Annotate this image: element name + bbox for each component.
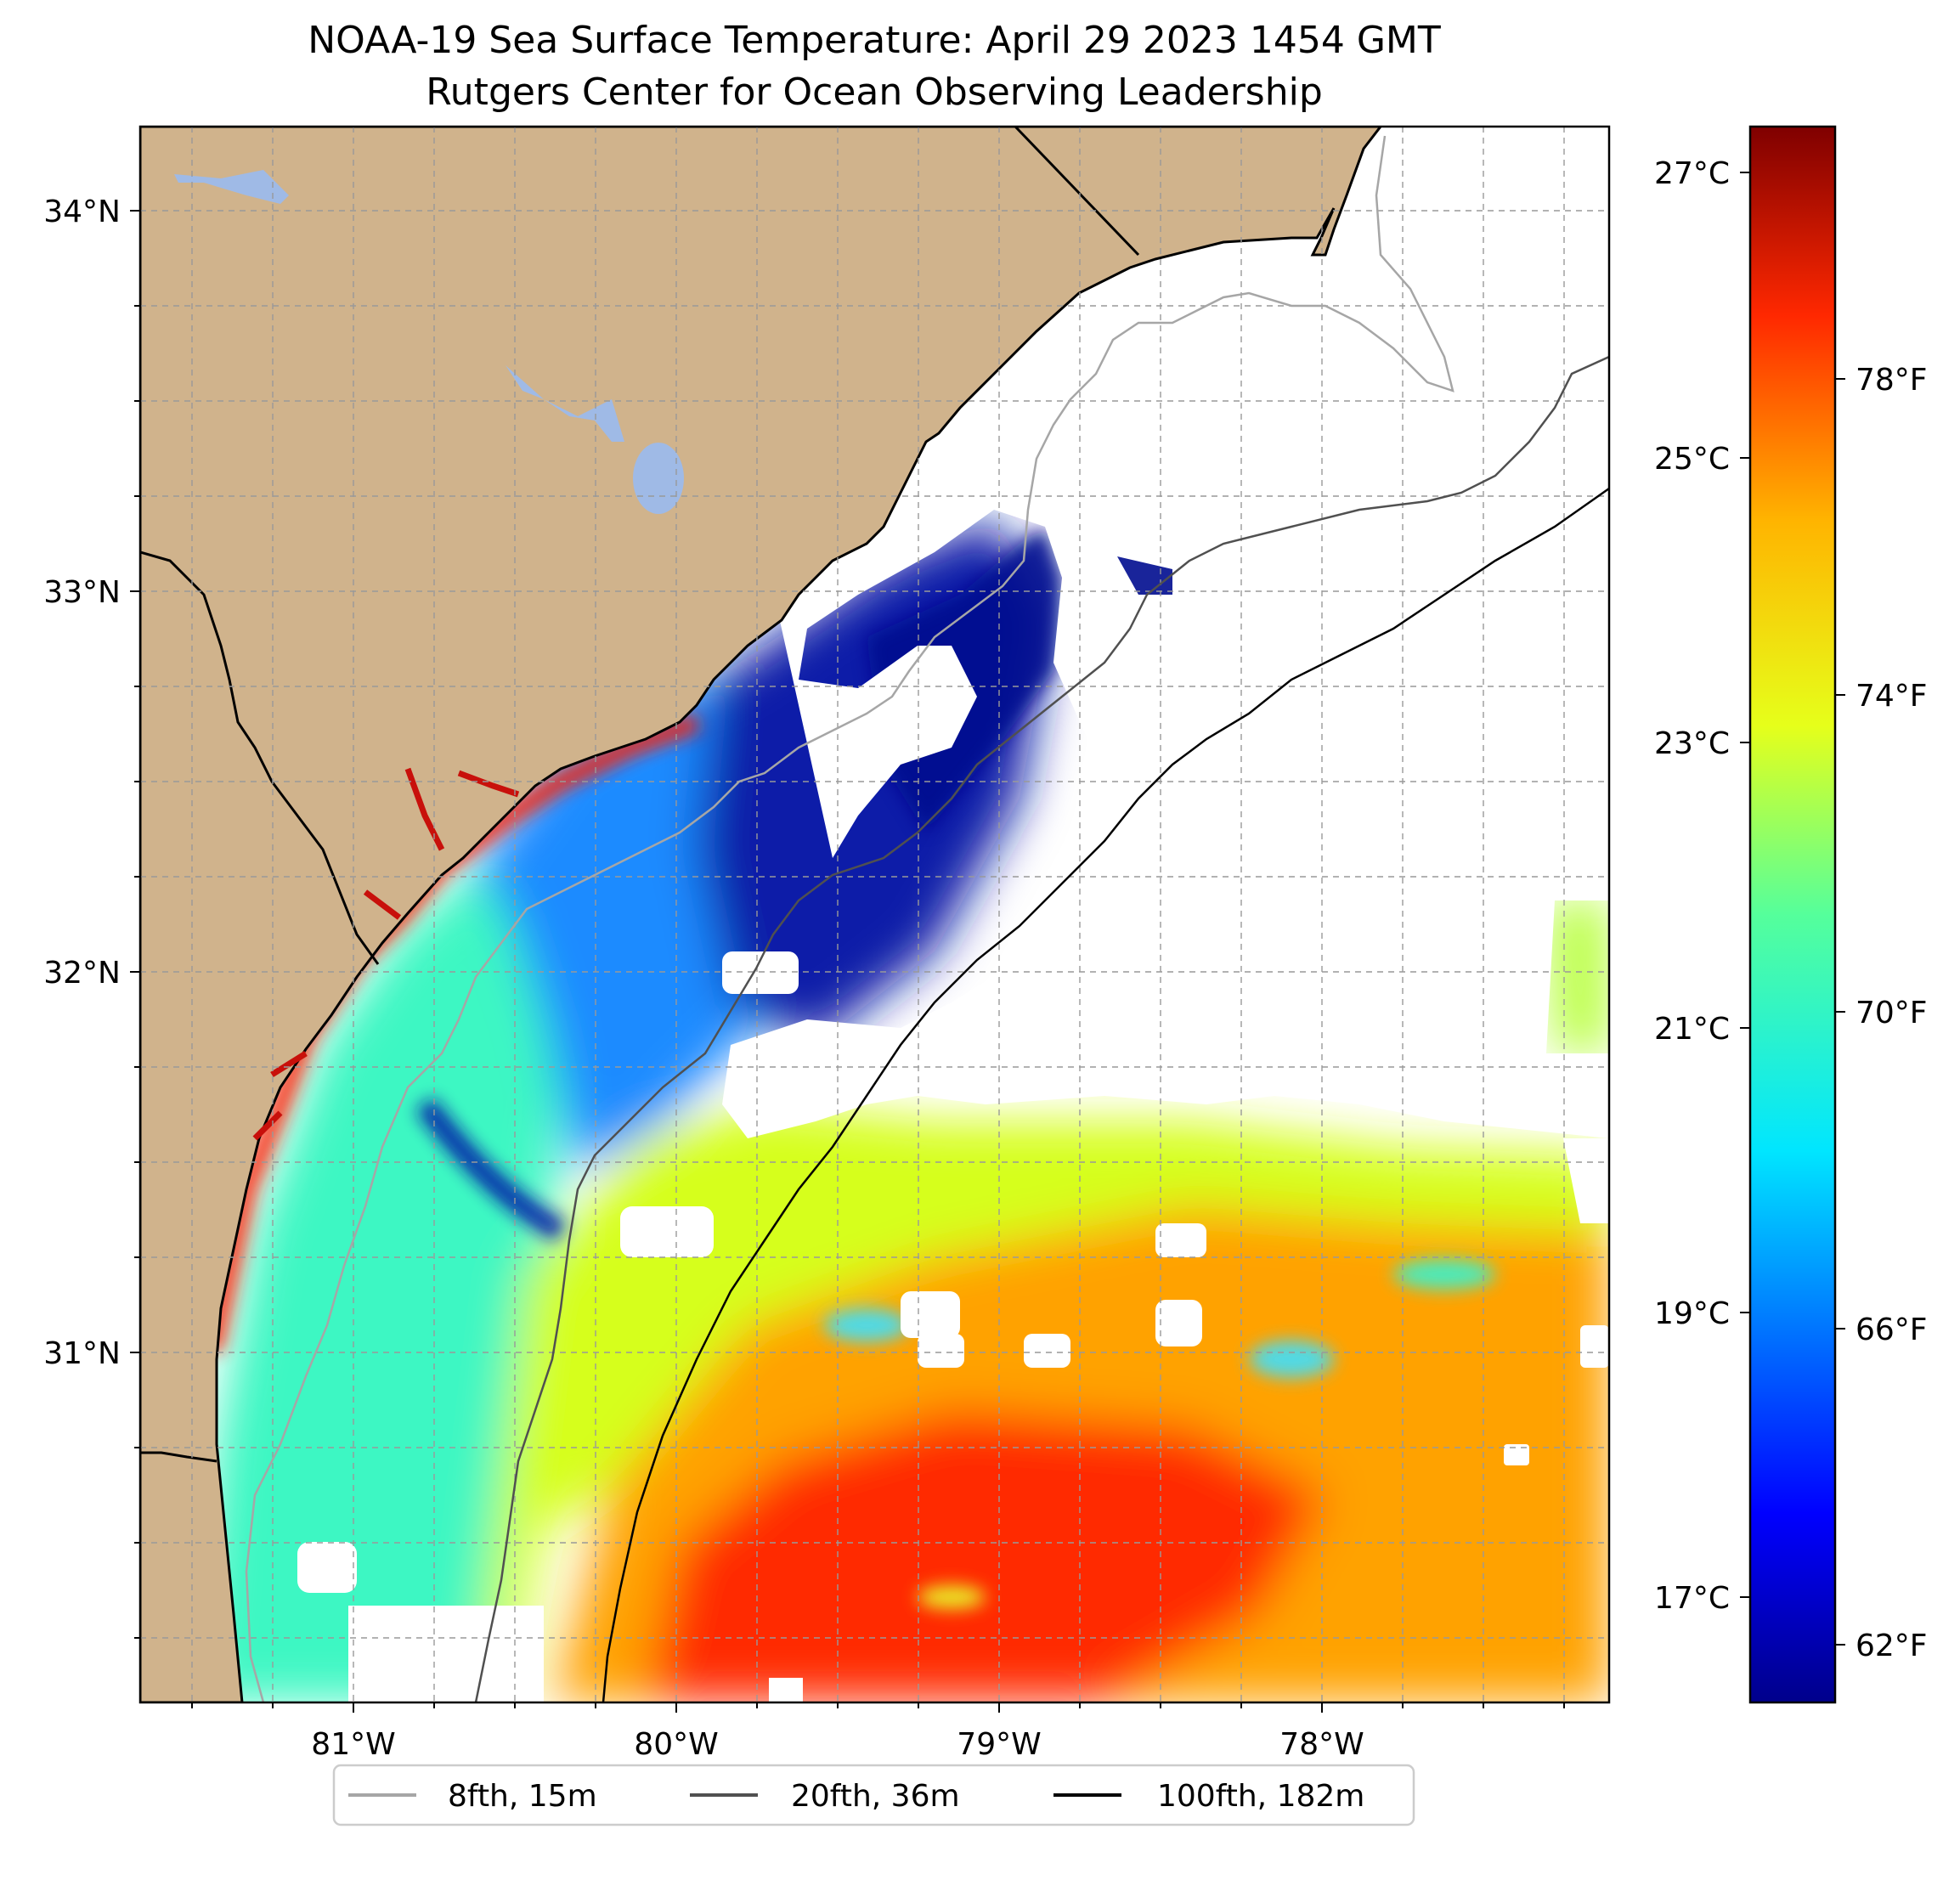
colorbar-fahrenheit-label: 74°F xyxy=(1856,679,1928,714)
land xyxy=(140,127,1382,1702)
map-panel xyxy=(140,127,1609,1702)
lake-waccamaw xyxy=(174,170,289,204)
colorbar-fahrenheit-ticks xyxy=(1835,378,1845,1646)
isobath-100fth xyxy=(602,487,1609,1702)
legend-label-100fth: 100fth, 182m xyxy=(1157,1779,1364,1814)
lon-tick-label: 80°W xyxy=(634,1727,718,1762)
colorbar-celsius-label: 25°C xyxy=(1654,442,1730,477)
colorbar-fahrenheit-label: 70°F xyxy=(1856,996,1928,1030)
lake-marion xyxy=(506,365,624,442)
lat-tick-label: 31°N xyxy=(43,1336,121,1371)
colorbar-fahrenheit-label: 62°F xyxy=(1856,1629,1928,1663)
map-title: NOAA-19 Sea Surface Temperature: April 2… xyxy=(308,19,1441,62)
colorbar-fahrenheit-label: 78°F xyxy=(1856,363,1928,398)
isobath-20fth xyxy=(474,355,1609,1702)
lat-tick-label: 32°N xyxy=(43,956,121,991)
colorbar-celsius-label: 19°C xyxy=(1654,1296,1730,1331)
gridlines xyxy=(140,127,1609,1702)
lon-tick-label: 79°W xyxy=(957,1727,1041,1762)
lat-tick-labels: 34°N 33°N 32°N 31°N xyxy=(43,195,121,1371)
lon-tick-label: 78°W xyxy=(1279,1727,1364,1762)
map-frame xyxy=(138,125,1611,1704)
legend-label-8fth: 8fth, 15m xyxy=(448,1779,597,1814)
colorbar-celsius-ticks xyxy=(1740,172,1750,1598)
colorbar-gradient xyxy=(1748,125,1837,1704)
lon-tick-label: 81°W xyxy=(311,1727,395,1762)
colorbar-fahrenheit-label: 66°F xyxy=(1856,1313,1928,1347)
state-borders xyxy=(140,127,1140,1463)
legend-label-20fth: 20fth, 36m xyxy=(791,1779,960,1814)
legend: 8fth, 15m 20fth, 36m 100fth, 182m xyxy=(332,1764,1415,1826)
colorbar: 27°C 25°C 23°C 21°C 19°C 17°C 78°F 74°F … xyxy=(1654,125,1928,1704)
lon-tick-labels: 81°W 80°W 79°W 78°W xyxy=(311,1727,1364,1762)
legend-box xyxy=(332,1764,1415,1826)
colorbar-celsius-label: 23°C xyxy=(1654,726,1730,761)
lat-tick-label: 33°N xyxy=(43,575,121,610)
colorbar-celsius-label: 27°C xyxy=(1654,156,1730,191)
isobaths xyxy=(245,135,1609,1702)
lat-tick-label: 34°N xyxy=(43,195,121,229)
colorbar-celsius-label: 21°C xyxy=(1654,1012,1730,1047)
isobath-8fth xyxy=(245,135,1454,1702)
colorbar-celsius-label: 17°C xyxy=(1654,1581,1730,1616)
axis-ticks xyxy=(130,210,1565,1713)
map-subtitle: Rutgers Center for Ocean Observing Leade… xyxy=(426,71,1323,114)
